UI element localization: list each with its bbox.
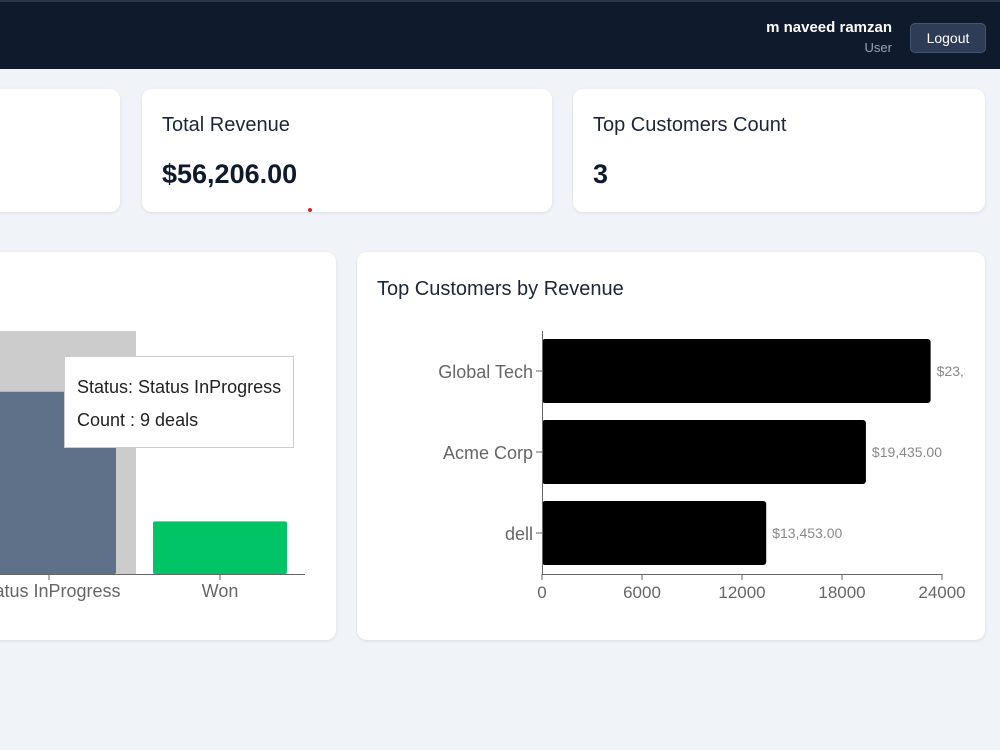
bar-data-label: $19,435.00 <box>872 444 942 460</box>
customer-bar <box>542 501 767 565</box>
y-tick-label: Acme Corp <box>443 443 533 463</box>
chart-tooltip: Status: Status InProgress Count : 9 deal… <box>64 356 294 448</box>
x-tick-label: 0 <box>537 583 546 602</box>
stat-label: Total Revenue <box>162 114 290 136</box>
customer-bar <box>542 420 866 484</box>
user-name: m naveed ramzan <box>766 19 892 36</box>
total-revenue-card: Total Revenue $56,206.00 <box>142 89 552 212</box>
chart-plot: $23,318.00 Global Tech $19,435.00 Acme Corp… <box>438 331 985 602</box>
top-navbar: m naveed ramzan User Logout <box>0 0 1000 69</box>
top-customers-chart: $23,318.00 Global Tech $19,435.00 Acme Corp… <box>438 331 985 602</box>
tooltip-count: Count : 9 deals <box>77 410 199 430</box>
logout-button[interactable]: Logout <box>910 23 986 53</box>
x-tick-label: Status InProgress <box>0 581 121 601</box>
cursor-dot <box>308 208 312 212</box>
x-tick-label: 24000 <box>918 583 965 602</box>
stat-value: 3 <box>593 159 609 189</box>
stat-label: Top Customers Count <box>593 114 787 136</box>
x-tick-label: 12000 <box>718 583 765 602</box>
bar-data-label: $13,453.00 <box>772 525 842 541</box>
y-tick-label: dell <box>505 524 533 544</box>
x-tick-label: 18000 <box>818 583 865 602</box>
y-tick-label: Global Tech <box>438 362 533 382</box>
bar-data-label: $23,318.00 <box>937 363 985 379</box>
chart-title: Top Customers by Revenue <box>377 278 624 300</box>
x-tick-label: Won <box>202 581 239 601</box>
stat-value: $56,206.00 <box>162 159 298 189</box>
user-role: User <box>864 40 892 55</box>
top-customers-count-card: Top Customers Count 3 <box>573 89 985 212</box>
customer-bar <box>542 339 931 403</box>
tooltip-status: Status: Status InProgress <box>77 377 282 397</box>
stat-card-partial <box>0 89 120 212</box>
status-bar <box>153 521 287 574</box>
x-tick-label: 6000 <box>623 583 661 602</box>
